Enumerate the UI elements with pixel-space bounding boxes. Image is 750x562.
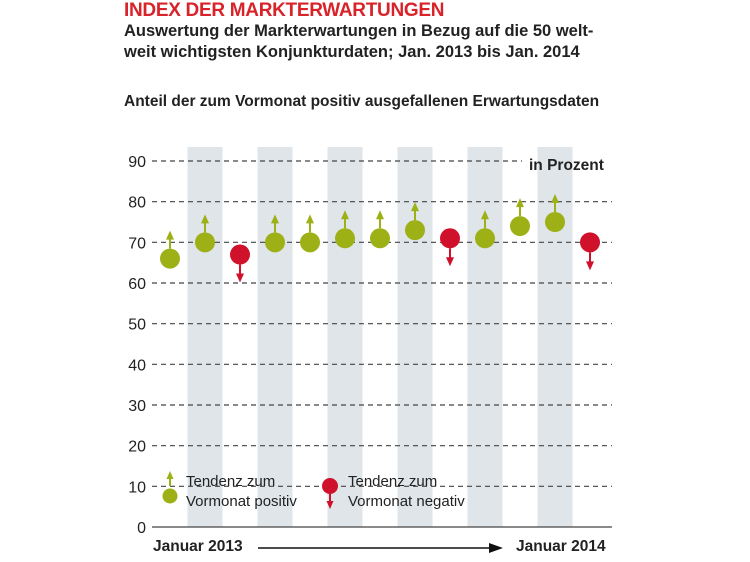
point-marker: [580, 232, 600, 253]
data-point-negative: [230, 244, 250, 283]
legend-positive: Tendenz zum Vormonat positiv: [162, 471, 297, 510]
x-end-label: Januar 2014: [516, 538, 606, 555]
legend-positive-marker: [162, 488, 178, 504]
data-point-positive: [510, 198, 530, 237]
up-arrow-icon: [166, 471, 174, 479]
up-arrow-icon: [341, 210, 349, 220]
data-point-positive: [265, 214, 285, 253]
up-arrow-icon: [516, 198, 524, 208]
y-tick-label: 20: [128, 439, 146, 456]
down-arrow-icon: [326, 501, 334, 509]
down-arrow-icon: [446, 257, 454, 267]
point-marker: [405, 220, 425, 241]
point-marker: [265, 232, 285, 253]
x-start-label: Januar 2013: [153, 538, 243, 555]
data-point-negative: [440, 228, 460, 267]
point-marker: [195, 232, 215, 253]
legend-positive-line-2: Vormonat positiv: [186, 493, 297, 510]
y-tick-label: 90: [128, 154, 146, 171]
column-band: [467, 147, 503, 527]
column-bands: [187, 147, 573, 527]
y-tick-label: 40: [128, 357, 146, 374]
point-marker: [230, 244, 250, 265]
chart-description: Anteil der zum Vormonat positiv ausgefal…: [124, 93, 600, 110]
point-marker: [160, 248, 180, 269]
y-tick-label: 60: [128, 276, 146, 293]
legend: Tendenz zum Vormonat positiv Tendenz zum Vo…: [162, 471, 465, 510]
up-arrow-icon: [376, 210, 384, 220]
up-arrow-icon: [271, 214, 279, 224]
down-arrow-icon: [586, 261, 594, 271]
up-arrow-icon: [201, 214, 209, 224]
point-marker: [475, 228, 495, 249]
unit-label: in Prozent: [529, 157, 604, 174]
up-arrow-icon: [306, 214, 314, 224]
data-point-positive: [545, 194, 565, 232]
data-points: [160, 194, 600, 283]
subtitle-line-2: weit wichtigsten Konjunkturdaten; Jan. 2…: [124, 43, 580, 61]
y-tick-label: 50: [128, 317, 146, 334]
data-point-positive: [335, 210, 355, 249]
arrow-right-icon: [489, 543, 503, 553]
time-arrow: [258, 543, 503, 553]
y-tick-label: 80: [128, 195, 146, 212]
chart-subtitle: Auswertung der Markterwartungen in Bezug…: [124, 21, 644, 63]
down-arrow-icon: [236, 273, 244, 283]
data-point-positive: [195, 214, 215, 253]
up-arrow-icon: [166, 230, 174, 240]
data-point-positive: [300, 214, 320, 253]
legend-negative-line-2: Vormonat negativ: [348, 493, 465, 510]
y-tick-label: 70: [128, 235, 146, 252]
point-marker: [335, 228, 355, 249]
point-marker: [510, 216, 530, 237]
column-band: [187, 147, 223, 527]
y-tick-label: 10: [128, 479, 146, 496]
legend-negative-line-1: Tendenz zum: [348, 473, 437, 490]
legend-positive-line-1: Tendenz zum: [186, 473, 275, 490]
data-point-positive: [160, 230, 180, 269]
up-arrow-icon: [411, 202, 419, 212]
point-marker: [300, 232, 320, 253]
legend-negative: Tendenz zum Vormonat negativ: [322, 473, 465, 510]
data-point-positive: [475, 210, 495, 249]
data-point-negative: [580, 232, 600, 271]
data-point-positive: [405, 202, 425, 241]
y-tick-label: 30: [128, 398, 146, 415]
column-band: [257, 147, 293, 527]
point-marker: [545, 212, 565, 232]
up-arrow-icon: [551, 194, 559, 203]
chart-title: INDEX DER MARKTERWARTUNGEN: [124, 0, 445, 21]
subtitle-line-1: Auswertung der Markterwartungen in Bezug…: [124, 22, 594, 40]
up-arrow-icon: [481, 210, 489, 220]
y-tick-label: 0: [137, 520, 146, 537]
column-band: [327, 147, 363, 527]
legend-negative-marker: [322, 478, 338, 494]
data-point-positive: [370, 210, 390, 249]
y-tick-labels: 0 10 20 30 40 50 60 70 80 90: [128, 154, 146, 537]
point-marker: [440, 228, 460, 249]
point-marker: [370, 228, 390, 249]
